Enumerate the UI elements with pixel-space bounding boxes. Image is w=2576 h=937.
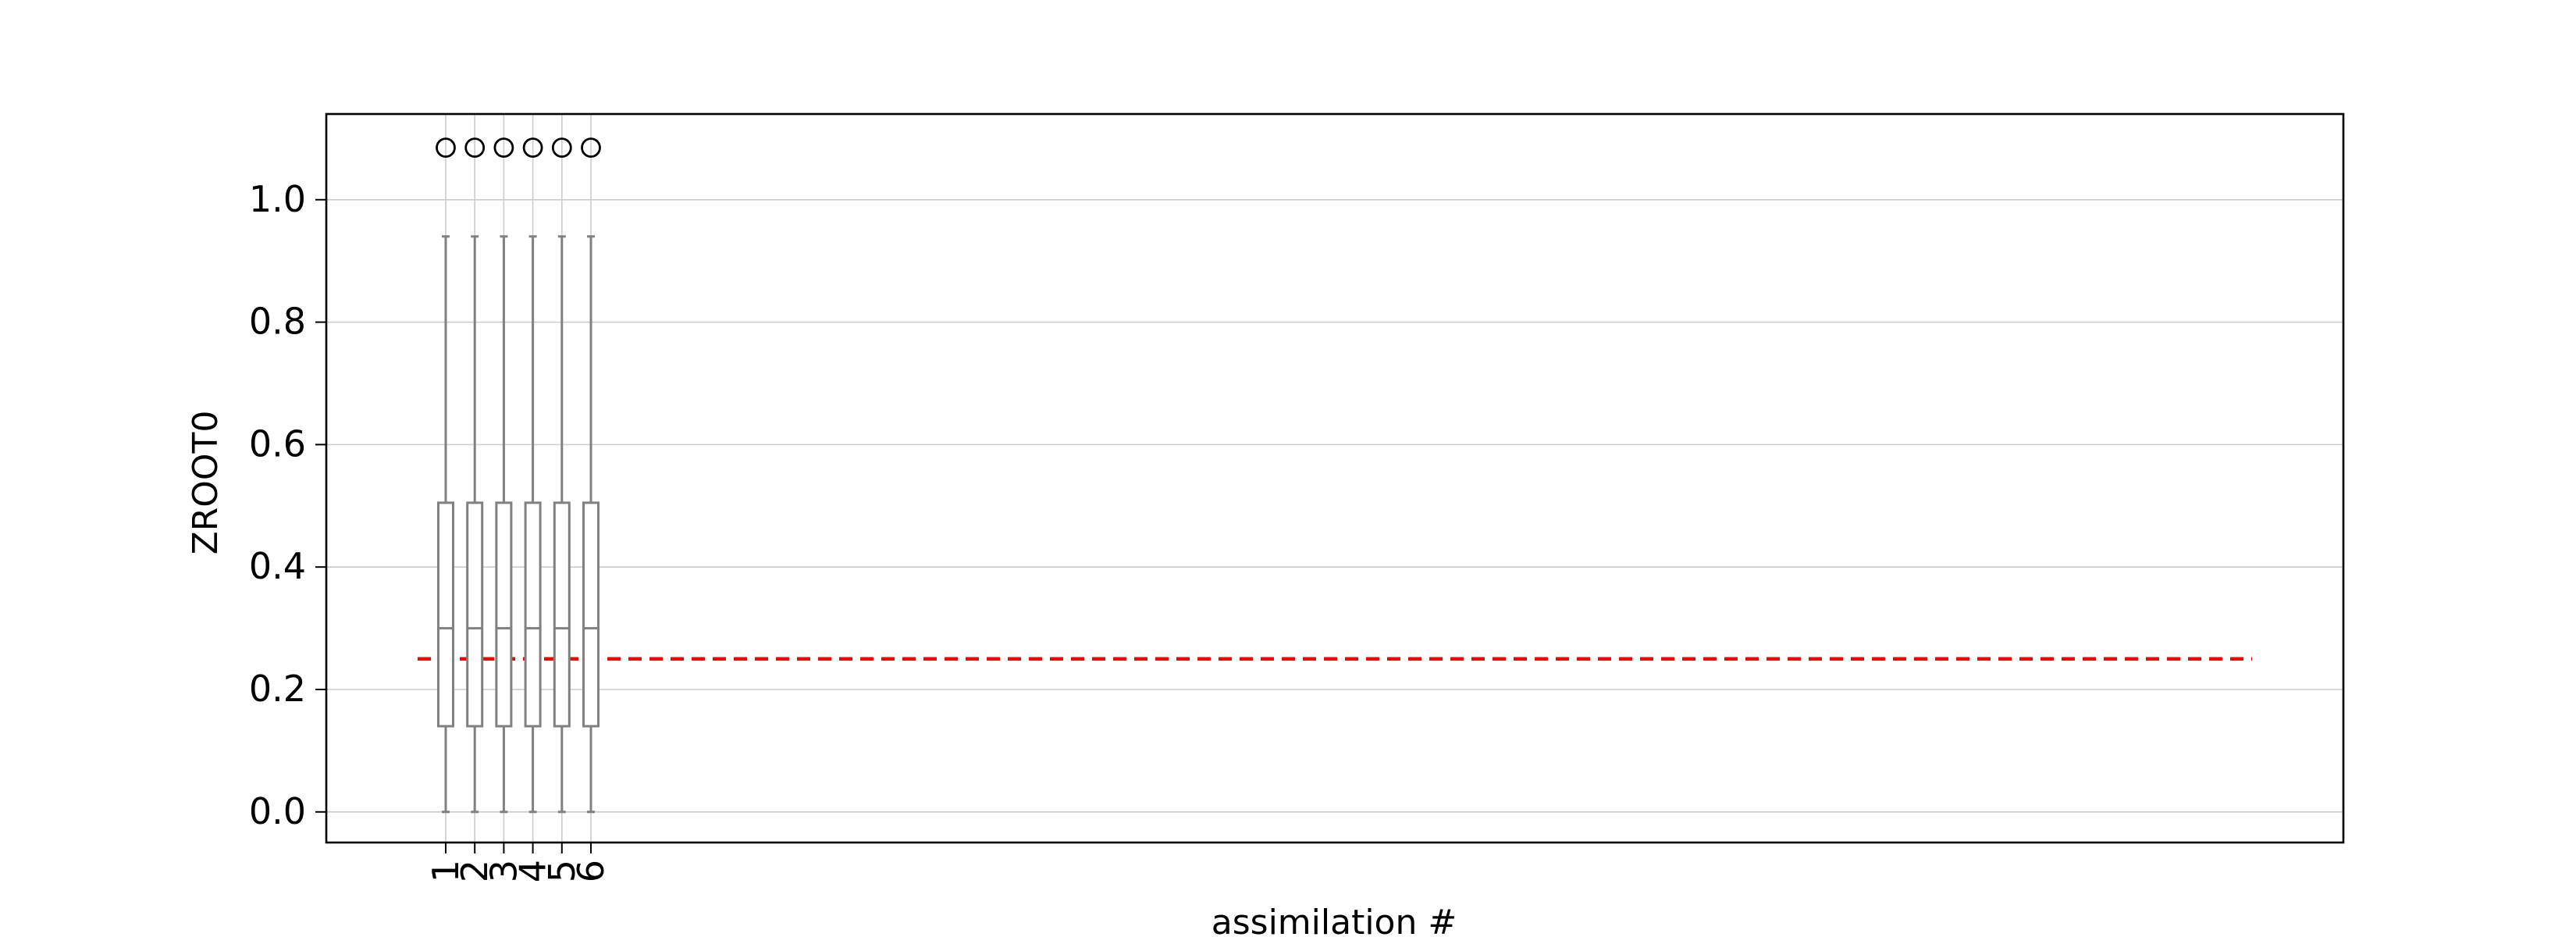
box-body bbox=[437, 501, 454, 728]
x-tick-label: 4 bbox=[512, 860, 554, 882]
x-tick-label: 2 bbox=[454, 860, 496, 882]
outlier-point bbox=[551, 137, 572, 159]
box-body bbox=[466, 501, 484, 728]
grid-layer bbox=[326, 114, 2343, 843]
box-item bbox=[581, 137, 601, 814]
x-tick-label: 5 bbox=[541, 860, 583, 882]
y-tick-label: 0.6 bbox=[249, 422, 306, 465]
outlier-point bbox=[581, 137, 601, 159]
x-tick-label: 3 bbox=[482, 860, 525, 882]
x-tick-label: 6 bbox=[570, 860, 612, 882]
outlier-point bbox=[436, 137, 456, 159]
outlier-point bbox=[493, 137, 514, 159]
y-tick-label: 1.0 bbox=[249, 178, 306, 220]
y-axis-label: ZROOT0 bbox=[186, 411, 226, 555]
x-axis-label: assimilation # bbox=[1212, 903, 1457, 937]
y-tick-label: 0.8 bbox=[249, 301, 306, 343]
y-tick-label: 0.0 bbox=[249, 790, 306, 832]
box-item bbox=[551, 137, 572, 814]
y-tick-label: 0.2 bbox=[249, 668, 306, 710]
box-item bbox=[522, 137, 543, 814]
outlier-point bbox=[522, 137, 543, 159]
box-body bbox=[582, 501, 600, 728]
y-axis-ticks: 0.0 0.2 0.4 0.6 0.8 1.0 bbox=[249, 178, 326, 832]
x-tick-label: 1 bbox=[425, 860, 467, 882]
box-item bbox=[464, 137, 486, 814]
outlier-point bbox=[464, 137, 486, 159]
box-item bbox=[436, 137, 456, 814]
plot-frame bbox=[325, 112, 2345, 844]
box-item bbox=[493, 137, 514, 814]
box-body bbox=[524, 501, 542, 728]
box-body bbox=[553, 501, 571, 728]
y-tick-label: 0.4 bbox=[249, 545, 306, 587]
boxplot-layer bbox=[436, 137, 601, 814]
box-body bbox=[495, 501, 513, 728]
